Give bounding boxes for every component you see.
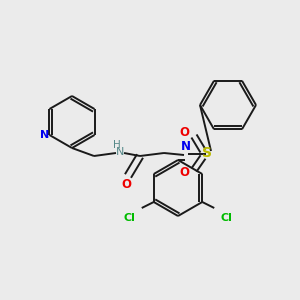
Text: O: O <box>179 166 189 178</box>
Text: S: S <box>202 146 212 160</box>
Text: N: N <box>181 140 191 152</box>
Text: H: H <box>113 140 121 150</box>
Text: N: N <box>40 130 49 140</box>
Text: Cl: Cl <box>220 213 232 223</box>
Text: N: N <box>116 147 124 157</box>
Text: O: O <box>121 178 131 190</box>
Text: O: O <box>179 127 189 140</box>
Text: Cl: Cl <box>124 213 136 223</box>
